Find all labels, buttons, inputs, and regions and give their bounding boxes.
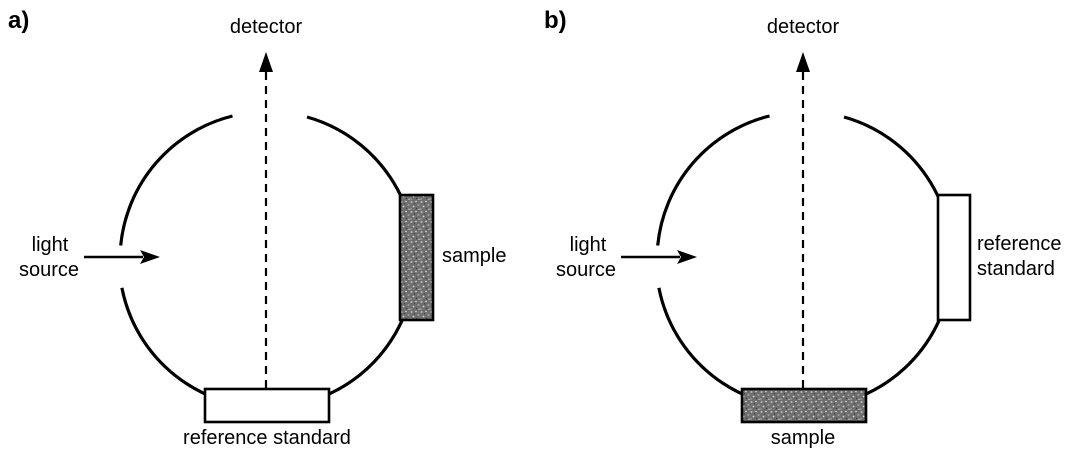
- panel-b-light-label-1: light: [570, 234, 607, 256]
- panel-b-light-arrowhead: [677, 250, 697, 264]
- panel-b-reference-label-2: standard: [977, 258, 1055, 280]
- panel-a-detector-label: detector: [230, 16, 303, 38]
- panel-b-sample-label: sample: [771, 427, 835, 449]
- panel-b-detector-arrowhead: [796, 52, 810, 72]
- panel-a-detector-arrowhead: [259, 52, 273, 72]
- panel-a-reference-label: reference standard: [183, 427, 351, 449]
- panel-a-reference-standard: [203, 387, 331, 424]
- panel-a-light-arrowhead: [140, 250, 160, 264]
- panel-a-light-label-2: source: [19, 259, 79, 281]
- panel-a-sphere: [119, 114, 233, 246]
- panel-a: a) detector light source sample referenc…: [8, 7, 506, 449]
- panel-b-sphere-lower: [657, 115, 954, 410]
- panel-a-sample: [398, 193, 435, 322]
- panel-b-label: b): [544, 7, 567, 34]
- panel-b-detector-label: detector: [767, 16, 840, 38]
- panel-a-sphere-lower: [120, 115, 417, 410]
- panel-a-sample-label: sample: [442, 245, 506, 267]
- panel-b-sphere: [656, 114, 770, 246]
- panel-a-light-label-1: light: [32, 234, 69, 256]
- panel-b: b) detector light source reference stand…: [544, 7, 1062, 449]
- panel-b-reference-label-1: reference: [977, 233, 1062, 255]
- panel-b-reference-standard: [936, 193, 972, 322]
- panel-a-label: a): [8, 7, 29, 34]
- panel-b-light-label-2: source: [556, 259, 616, 281]
- panel-b-sample: [740, 387, 868, 424]
